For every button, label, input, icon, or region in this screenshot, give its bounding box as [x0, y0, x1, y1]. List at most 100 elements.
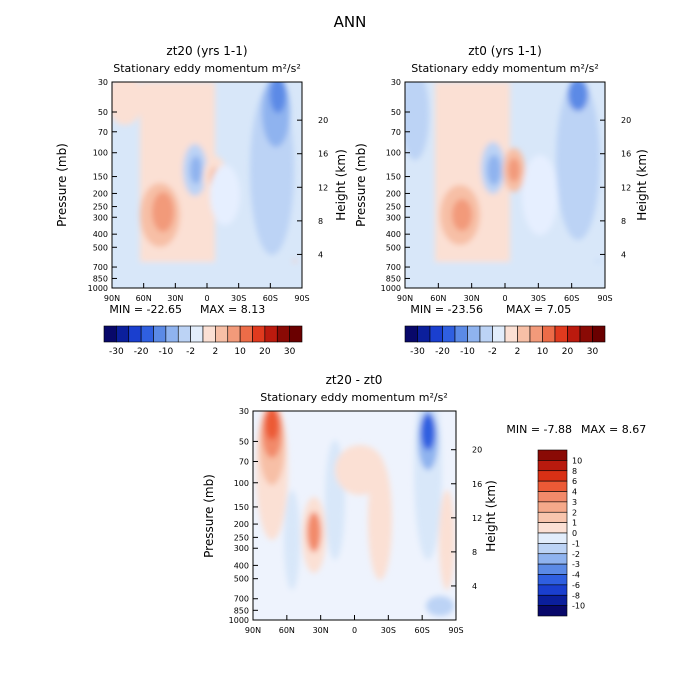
colorbar-swatch: [537, 449, 568, 461]
max-label: MAX = 8.13: [200, 303, 265, 316]
height-tick-label: 8: [318, 217, 323, 226]
x-tick-label: 30S: [531, 294, 546, 303]
contour-region: [426, 596, 454, 616]
x-tick-label: 90N: [397, 294, 413, 303]
contour-field: [405, 82, 605, 288]
height-tick-label: 4: [621, 250, 626, 259]
colorbar-swatch: [537, 460, 568, 472]
colorbar-swatch: [128, 325, 142, 343]
contour-region: [508, 158, 520, 182]
colorbar-label: -30: [109, 347, 124, 357]
x-tick-label: 30N: [167, 294, 183, 303]
colorbar-label: -3: [572, 560, 580, 569]
contour-region: [307, 512, 321, 552]
colorbar-label: -8: [572, 591, 580, 600]
pressure-tick-label: 850: [234, 606, 249, 615]
contour-region: [556, 82, 600, 240]
pressure-tick-label: 300: [234, 544, 249, 553]
colorbar-label: 20: [562, 347, 574, 357]
min-label: MIN = -7.88: [506, 423, 572, 436]
colorbar-label: -10: [460, 347, 475, 357]
height-axis: 4 8 12 16 20: [451, 446, 482, 591]
colorbar-swatch: [140, 325, 154, 343]
colorbar-swatch: [537, 594, 568, 606]
colorbar-swatch: [202, 325, 216, 343]
colorbar-swatch: [537, 511, 568, 523]
contour-region: [405, 82, 429, 160]
x-tick-label: 0: [352, 626, 357, 635]
pressure-tick-label: 1000: [88, 284, 108, 293]
pressure-tick-label: 30: [391, 78, 401, 87]
contour-region: [210, 165, 240, 225]
colorbar-label: -10: [159, 347, 174, 357]
y-axis-label: Pressure (mb): [55, 143, 69, 227]
pressure-tick-label: 200: [386, 189, 401, 198]
pressure-tick-label: 500: [93, 243, 108, 252]
colorbar-label: 2: [572, 508, 577, 517]
colorbar-swatch: [116, 325, 130, 343]
colorbar-swatch: [537, 522, 568, 534]
x-tick-label: 0: [204, 294, 209, 303]
y2-axis-label: Height (km): [484, 480, 498, 551]
x-tick-label: 60S: [263, 294, 278, 303]
pressure-tick-label: 850: [386, 274, 401, 283]
pressure-tick-label: 70: [98, 128, 108, 137]
colorbar-label: 2: [515, 347, 521, 357]
pressure-tick-label: 400: [234, 561, 249, 570]
contour-region: [452, 199, 472, 231]
colorbar-swatch: [537, 491, 568, 503]
max-label: MAX = 8.67: [581, 423, 646, 436]
colorbar-swatch: [227, 325, 241, 343]
contour-region: [487, 155, 501, 185]
contour-region: [284, 490, 300, 590]
colorbar: -30 -20 -10 -2 2 10 20 30: [103, 325, 303, 357]
contour-shapes: [256, 411, 455, 616]
colorbar-swatch: [592, 325, 606, 343]
pressure-tick-label: 300: [386, 213, 401, 222]
contour-region: [112, 82, 143, 125]
pressure-tick-label: 150: [386, 173, 401, 182]
colorbar-swatch: [165, 325, 179, 343]
colorbar-label: 30: [284, 347, 296, 357]
colorbar-swatch: [190, 325, 204, 343]
height-tick-label: 12: [472, 514, 482, 523]
pressure-tick-label: 100: [234, 479, 249, 488]
panel-subtitle: Stationary eddy momentum m²/s²: [411, 62, 598, 75]
pressure-tick-label: 700: [234, 595, 249, 604]
colorbar-label: -1: [572, 539, 580, 548]
pressure-tick-label: 500: [234, 575, 249, 584]
x-tick-label: 90N: [245, 626, 261, 635]
pressure-tick-label: 200: [93, 189, 108, 198]
colorbar-label: 0: [572, 529, 577, 538]
colorbar-swatch: [517, 325, 531, 343]
x-tick-label: 60S: [415, 626, 430, 635]
colorbar-label: 10: [234, 347, 246, 357]
height-tick-label: 12: [621, 183, 631, 192]
x-tick-label: 90S: [294, 294, 309, 303]
x-tick-label: 60N: [430, 294, 446, 303]
height-tick-label: 20: [318, 116, 328, 125]
colorbar-swatch: [537, 605, 568, 617]
colorbar-label: -4: [572, 571, 580, 580]
x-tick-label: 30S: [381, 626, 396, 635]
pressure-tick-label: 150: [234, 503, 249, 512]
x-tick-label: 90S: [597, 294, 612, 303]
colorbar-swatch: [537, 501, 568, 513]
contour-field: [253, 411, 456, 620]
colorbar: -30 -20 -10 -2 2 10 20 30: [404, 325, 606, 357]
x-axis: 90N 60N 30N 0 30S 60S 90S: [245, 615, 464, 635]
height-tick-label: 20: [621, 116, 631, 125]
colorbar-label: -10: [572, 602, 585, 611]
contour-region: [265, 411, 279, 440]
height-axis: 4 8 12 16 20: [600, 116, 631, 259]
colorbar-swatch: [252, 325, 266, 343]
colorbar-swatch: [264, 325, 278, 343]
colorbar-label: 8: [572, 467, 577, 476]
pressure-tick-label: 150: [93, 173, 108, 182]
